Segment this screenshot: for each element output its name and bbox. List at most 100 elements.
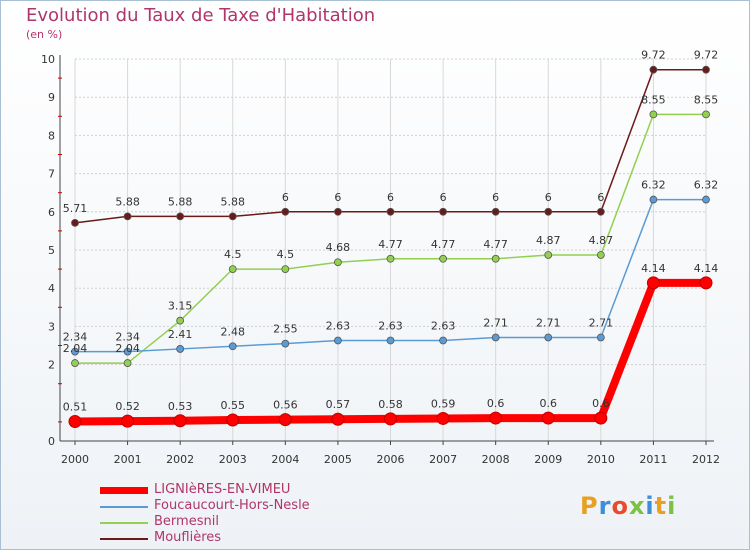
data-point [702,195,710,204]
data-point [331,412,345,426]
y-tick-label: 5 [48,244,55,257]
data-point [491,333,500,342]
x-tick-label: 2011 [639,453,667,466]
data-point [489,411,503,425]
data-point [596,333,605,342]
data-point [649,195,658,204]
data-label: 0.57 [326,398,351,411]
data-label: 6 [282,191,289,204]
legend-label-foucaucourt: Foucaucourt-Hors-Nesle [154,498,310,513]
x-tick-label: 2002 [166,453,194,466]
data-label: 8.55 [641,93,666,106]
data-label: 4.77 [378,238,403,251]
data-point [544,207,553,216]
data-label: 6 [492,191,499,204]
data-label: 4.77 [483,238,508,251]
data-label: 4.87 [536,234,561,247]
data-point [121,414,135,428]
data-label: 2.04 [63,342,88,355]
data-point [386,254,395,263]
data-point [123,359,132,367]
y-tick-label: 0 [48,435,55,448]
data-label: 2.63 [431,320,456,333]
data-label: 6 [387,191,394,204]
x-tick-label: 2001 [114,453,142,466]
legend-swatch-lignieres [100,487,148,494]
data-point [436,411,450,425]
data-point [439,336,447,345]
x-tick-label: 2006 [377,453,405,466]
data-label: 4.14 [641,262,666,275]
chart-subtitle: (en %) [26,28,63,41]
data-label: 6 [597,191,604,204]
data-label: 2.71 [483,316,508,329]
data-label: 2.63 [378,320,403,333]
data-label: 2.63 [326,320,351,333]
data-label: 0.51 [63,401,88,414]
data-label: 5.88 [221,195,246,208]
logo-letter: i [645,492,655,520]
logo-letter: r [598,492,612,520]
x-tick-label: 2007 [429,453,457,466]
data-label: 4.87 [589,234,614,247]
data-label: 6 [440,191,447,204]
data-label: 2.04 [115,342,140,355]
data-point [228,342,237,351]
data-label: 0.55 [221,399,246,412]
data-label: 4.5 [224,248,242,261]
data-point [384,412,397,426]
data-label: 2.34 [115,331,140,344]
legend-label-mouflieres: Mouflières [154,530,222,545]
data-label: 9.72 [694,49,719,62]
data-point [649,110,658,119]
data-label: 5.71 [63,202,88,215]
data-label: 4.14 [694,262,719,275]
data-point [544,333,553,342]
logo-letter: x [628,492,646,520]
data-label: 0.59 [431,397,456,410]
data-point [491,207,500,216]
data-point [71,218,79,227]
data-point [596,251,605,259]
data-point [228,212,237,221]
data-label: 6.32 [694,179,719,192]
data-point [334,207,342,216]
data-point [699,276,713,290]
data-point [71,347,79,356]
proxiti-logo: Proxiti [580,492,676,520]
legend-label-bermesnil: Bermesnil [154,514,219,529]
data-point [173,414,187,428]
x-tick-label: 2000 [61,453,89,466]
data-point [439,254,447,263]
logo-letter: o [611,492,629,520]
data-label: 6 [545,191,552,204]
y-tick-label: 8 [48,129,55,142]
data-label: 2.55 [273,323,298,336]
data-point [281,207,290,216]
data-label: 8.55 [694,93,719,106]
data-point [439,207,447,216]
data-point [541,411,555,425]
data-label: 0.56 [273,399,298,412]
data-point [334,258,342,267]
data-point [68,415,82,429]
data-label: 2.71 [589,316,614,329]
y-tick-label: 7 [48,168,55,181]
data-point [702,110,710,119]
legend-swatch-bermesnil [100,522,148,524]
data-label: 3.15 [168,300,193,313]
logo-letter: i [667,492,677,520]
data-label: 2.71 [536,316,561,329]
data-point [646,276,660,290]
y-tick-label: 6 [48,206,55,219]
x-tick-label: 2008 [482,453,510,466]
x-tick-label: 2004 [271,453,299,466]
data-label: 6 [334,191,341,204]
data-label: 4.68 [326,241,351,254]
data-point [123,212,132,221]
data-label: 0.6 [487,397,505,410]
data-label: 0.6 [592,397,610,410]
chart-title: Evolution du Taux de Taxe d'Habitation [26,5,376,26]
data-label: 0.53 [168,400,193,413]
